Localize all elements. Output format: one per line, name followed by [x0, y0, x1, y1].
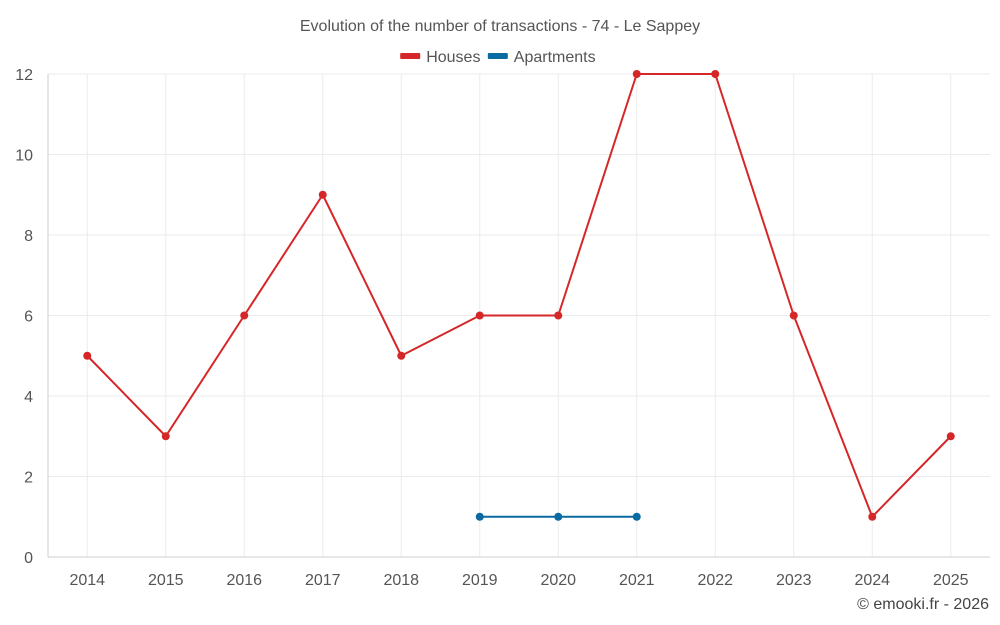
- x-tick-label: 2016: [226, 572, 262, 589]
- legend-swatch: [487, 53, 508, 59]
- x-tick-label: 2022: [697, 572, 733, 589]
- data-point-houses[interactable]: [711, 70, 720, 78]
- x-tick-label: 2017: [305, 572, 341, 589]
- y-axis-ticks: 0 2 4 6 8 10 12: [15, 67, 33, 567]
- legend-label: Apartments: [514, 49, 596, 66]
- data-point-houses[interactable]: [789, 311, 798, 320]
- chart-title: Evolution of the number of transactions …: [300, 18, 700, 35]
- y-tick-label: 6: [24, 309, 33, 326]
- x-axis-ticks: 2014 2015 2016 2017 2018 2019 2020 2021 2022 2023…: [69, 572, 968, 589]
- axes: [47, 74, 990, 558]
- series-layer: [83, 70, 955, 521]
- x-tick-label: 2018: [383, 572, 419, 589]
- x-tick-label: 2024: [854, 572, 890, 589]
- data-point-apartments[interactable]: [632, 512, 641, 521]
- x-tick-label: 2019: [462, 572, 498, 589]
- x-tick-label: 2020: [540, 572, 576, 589]
- data-point-houses[interactable]: [161, 432, 170, 441]
- x-tick-label: 2023: [776, 572, 812, 589]
- data-point-houses[interactable]: [946, 432, 955, 441]
- data-point-houses[interactable]: [632, 70, 641, 78]
- y-tick-label: 4: [24, 389, 33, 406]
- credit-text: © emooki.fr - 2026: [857, 596, 989, 613]
- data-point-apartments[interactable]: [475, 512, 484, 521]
- data-point-houses[interactable]: [83, 351, 92, 360]
- legend-swatch: [400, 53, 421, 59]
- legend-item-houses[interactable]: Houses: [400, 49, 480, 66]
- x-tick-label: 2021: [619, 572, 655, 589]
- data-point-houses[interactable]: [554, 311, 563, 320]
- series-line-houses: [86, 73, 952, 518]
- y-tick-label: 0: [24, 550, 33, 567]
- y-tick-label: 8: [24, 228, 33, 245]
- data-point-houses[interactable]: [475, 311, 484, 320]
- x-tick-label: 2025: [933, 572, 969, 589]
- data-point-houses[interactable]: [240, 311, 249, 320]
- data-point-houses[interactable]: [868, 512, 877, 521]
- y-tick-label: 2: [24, 470, 33, 487]
- legend[interactable]: Houses Apartments: [400, 49, 596, 66]
- legend-label: Houses: [426, 49, 480, 66]
- data-point-houses[interactable]: [397, 351, 406, 360]
- data-point-apartments[interactable]: [554, 512, 563, 521]
- series-houses: [83, 70, 955, 521]
- x-tick-label: 2015: [148, 572, 184, 589]
- series-apartments: [475, 512, 641, 521]
- legend-item-apartments[interactable]: Apartments: [487, 49, 596, 66]
- y-tick-label: 10: [15, 148, 33, 165]
- data-point-houses[interactable]: [318, 190, 327, 199]
- y-tick-label: 12: [15, 67, 33, 84]
- x-tick-label: 2014: [69, 572, 105, 589]
